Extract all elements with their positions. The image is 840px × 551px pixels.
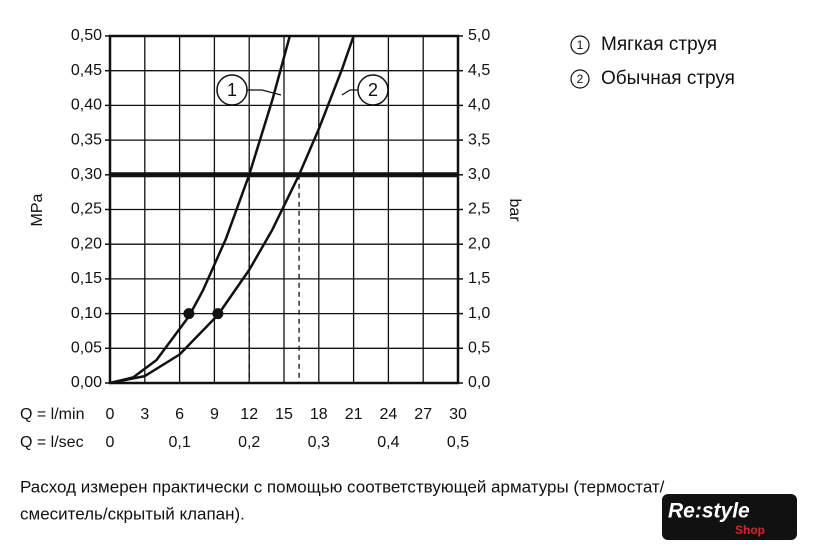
y-tick-label: 0,00: [71, 374, 102, 391]
x-tick-label: 24: [380, 406, 398, 423]
x2-tick-label: 0: [106, 434, 115, 451]
y2-axis-label: bar: [506, 198, 523, 222]
x-tick-label: 21: [345, 406, 363, 423]
curve-tag-label: 1: [227, 80, 237, 100]
y-tick-label: 0,35: [71, 131, 102, 148]
x2-tick-label: 0,3: [308, 434, 330, 451]
y2-tick-label: 2,5: [468, 201, 490, 218]
y-tick-label: 0,40: [71, 97, 102, 114]
y2-tick-label: 1,5: [468, 270, 490, 287]
y2-tick-label: 0,0: [468, 374, 490, 391]
x-tick-label: 30: [449, 406, 467, 423]
leader: [247, 89, 282, 96]
y-tick-label: 0,20: [71, 235, 102, 252]
y2-tick-label: 1,0: [468, 305, 490, 322]
curve: [109, 35, 292, 385]
x2-axis-label: Q = l/sec: [20, 434, 84, 451]
plot-frame: [108, 34, 460, 385]
x-axis-label: Q = l/min: [20, 406, 84, 423]
x-tick-label: 9: [210, 406, 219, 423]
logo-box: [662, 494, 797, 540]
leader: [341, 89, 358, 96]
legend-label: Мягкая струя: [601, 34, 717, 55]
x-tick-label: 0: [106, 406, 115, 423]
legend-badge: [570, 69, 590, 89]
marker: [212, 308, 224, 320]
x-tick-label: 18: [310, 406, 328, 423]
x2-tick-label: 0,1: [168, 434, 190, 451]
legend-badge-label: 2: [577, 72, 584, 86]
curve-tag-label: 2: [368, 80, 378, 100]
y2-tick-label: 2,0: [468, 235, 490, 252]
x2-tick-label: 0,5: [447, 434, 469, 451]
legend-label: Обычная струя: [601, 68, 735, 89]
x-tick-label: 6: [175, 406, 184, 423]
x-tick-label: 27: [414, 406, 432, 423]
curve: [109, 35, 355, 385]
marker: [183, 308, 195, 320]
x-tick-label: 15: [275, 406, 293, 423]
logo-text: Re:style: [668, 500, 750, 523]
note: Расход измерен практически с помощью соо…: [20, 477, 665, 496]
y2-tick-label: 4,0: [468, 97, 490, 114]
y-tick-label: 0,25: [71, 201, 102, 218]
y2-tick-label: 5,0: [468, 27, 490, 44]
x2-tick-label: 0,4: [377, 434, 399, 451]
y2-tick-label: 3,5: [468, 131, 490, 148]
x2-tick-label: 0,2: [238, 434, 260, 451]
x-tick-label: 12: [240, 406, 258, 423]
y-tick-label: 0,45: [71, 62, 102, 79]
y-tick-label: 0,05: [71, 340, 102, 357]
y-tick-label: 0,30: [71, 166, 102, 183]
legend-badge-label: 1: [577, 38, 584, 52]
legend-badge: [570, 35, 590, 55]
curve-tag: [216, 74, 248, 106]
y-tick-label: 0,10: [71, 305, 102, 322]
y-tick-label: 0,50: [71, 27, 102, 44]
logo-sub: Shop: [735, 523, 765, 537]
note: смеситель/скрытый клапан).: [20, 504, 245, 523]
y2-tick-label: 4,5: [468, 62, 490, 79]
y-axis-label: MPa: [29, 193, 46, 226]
y2-tick-label: 3,0: [468, 166, 490, 183]
y2-tick-label: 0,5: [468, 340, 490, 357]
y-tick-label: 0,15: [71, 270, 102, 287]
curve-tag: [357, 74, 389, 106]
x-tick-label: 3: [140, 406, 149, 423]
